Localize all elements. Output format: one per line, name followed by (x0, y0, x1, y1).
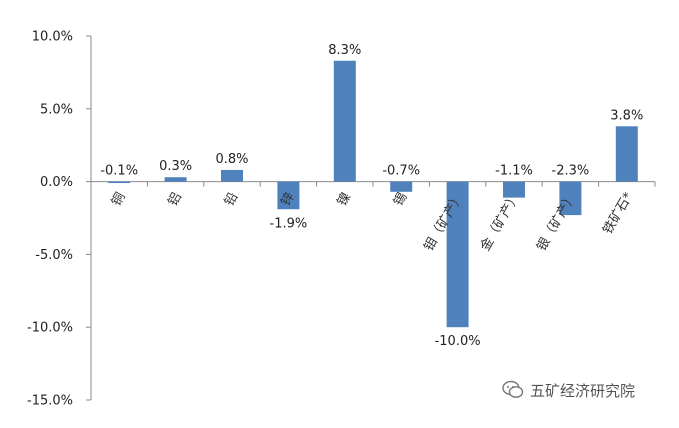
category-labels: 铜铝铅锌镍锡钼（矿产） 金（矿产） 银（矿产） 铁矿石* (109, 190, 636, 254)
category-label: 铝 (166, 190, 185, 209)
y-tick-label: -15.0% (27, 394, 73, 409)
data-label: -1.9% (270, 216, 308, 231)
y-tick-label: -10.0% (27, 321, 73, 336)
bar (221, 169, 243, 182)
bar (333, 60, 356, 182)
data-label: -1.1% (495, 164, 533, 179)
y-tick-label: -5.0% (35, 248, 73, 263)
category-label: 镍 (335, 190, 354, 209)
category-label: 铅 (222, 190, 241, 209)
bar (615, 126, 638, 182)
data-labels: -0.1% 0.3% 0.8% -1.9% 8.3% -0.7% -10.0% -1.1% -2… (100, 43, 643, 349)
y-tick-label: 10.0% (32, 30, 73, 45)
bar (559, 181, 582, 216)
category-label: 银（矿产） (534, 190, 579, 254)
category-label: 铜 (109, 190, 128, 209)
y-axis-ticks: 10.0% 5.0% 0.0% -5.0% -10.0% -15.0% (27, 30, 91, 409)
data-label: -2.3% (552, 164, 590, 179)
data-label: 3.8% (610, 108, 643, 123)
bar (108, 181, 131, 184)
category-label: 铁矿石* (601, 190, 637, 237)
data-label: -10.0% (435, 334, 481, 349)
category-label: 锌 (278, 190, 297, 209)
y-tick-label: 5.0% (40, 102, 73, 117)
bar (164, 177, 187, 182)
data-label: -0.1% (100, 164, 138, 179)
category-label: 金（矿产） (477, 190, 523, 254)
chart-bars (108, 60, 638, 328)
bar (277, 181, 300, 210)
data-label: 8.3% (328, 43, 361, 58)
bar (503, 181, 525, 198)
data-label: 0.3% (159, 159, 192, 174)
watermark: 五矿经济研究院 (502, 378, 635, 402)
wechat-icon (502, 380, 524, 398)
watermark-text: 五矿经济研究院 (530, 381, 636, 400)
y-tick-label: 0.0% (40, 175, 73, 190)
data-label: -0.7% (382, 164, 420, 179)
category-label: 锡 (391, 190, 410, 209)
data-label: 0.8% (215, 152, 248, 167)
chart-axes (90, 36, 656, 400)
bar (390, 181, 413, 192)
bar (446, 181, 469, 328)
